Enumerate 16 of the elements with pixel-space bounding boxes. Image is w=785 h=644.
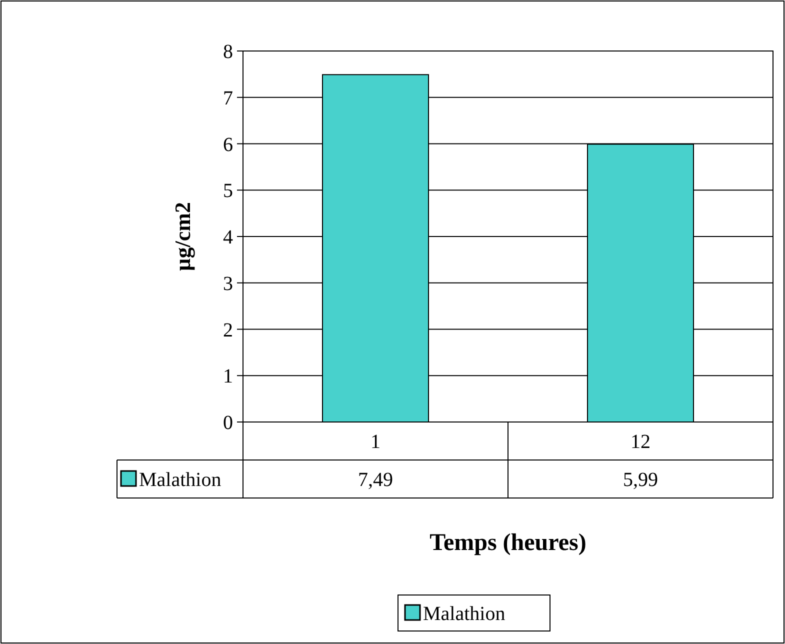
y-tick-label: 2 [223, 319, 233, 342]
y-tick-label: 1 [223, 366, 233, 388]
y-tick-label: 7 [223, 87, 233, 110]
y-tick-label: 4 [223, 226, 233, 248]
y-tick-label: 0 [223, 412, 233, 434]
y-tick-label: 5 [223, 180, 233, 202]
y-tick-label: 3 [223, 272, 233, 295]
legend-label: Malathion [139, 469, 222, 491]
x-tick-label: 12 [630, 431, 650, 453]
y-axis-title: µg/cm2 [170, 202, 195, 271]
text: Malathion [423, 603, 506, 625]
data-label: 7,49 [358, 469, 393, 491]
x-axis-title: Temps (heures) [430, 530, 586, 556]
y-tick-label: 6 [223, 134, 233, 156]
y-tick-label: 8 [223, 41, 233, 63]
data-label: 5,99 [623, 469, 658, 491]
